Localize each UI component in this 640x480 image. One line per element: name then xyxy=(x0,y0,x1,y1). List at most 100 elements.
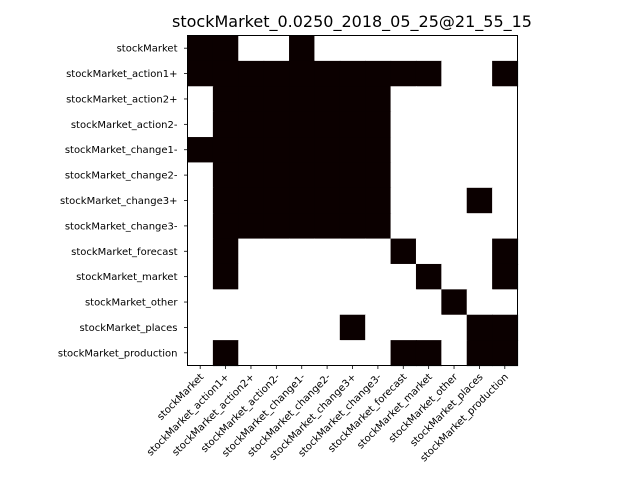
heatmap-cell xyxy=(314,213,341,240)
heatmap-cell xyxy=(289,137,316,164)
heatmap-cell xyxy=(415,238,442,265)
heatmap-cell xyxy=(441,162,468,189)
heatmap-cell xyxy=(365,213,392,240)
heatmap-cell xyxy=(466,213,493,240)
heatmap-cells xyxy=(187,35,519,367)
heatmap-cell xyxy=(390,213,417,240)
heatmap-cell xyxy=(289,213,316,240)
heatmap-cell xyxy=(263,35,290,62)
heatmap-cell xyxy=(187,162,214,189)
heatmap-cell xyxy=(314,263,341,290)
heatmap-cell xyxy=(314,60,341,87)
heatmap-cell xyxy=(187,86,214,113)
heatmap-cell xyxy=(390,340,417,367)
heatmap-cell xyxy=(492,111,519,138)
y-tick-label: stockMarket_places xyxy=(79,323,177,334)
heatmap-cell xyxy=(187,187,214,214)
heatmap-cell xyxy=(289,289,316,316)
heatmap-cell xyxy=(365,187,392,214)
heatmap-cell xyxy=(415,60,442,87)
heatmap-cell xyxy=(187,263,214,290)
heatmap-cell xyxy=(289,187,316,214)
heatmap-cell xyxy=(492,137,519,164)
heatmap-cell xyxy=(314,35,341,62)
y-tick-label: stockMarket_change2- xyxy=(65,171,178,182)
heatmap-cell xyxy=(289,263,316,290)
heatmap-cell xyxy=(263,238,290,265)
heatmap-cell xyxy=(390,187,417,214)
heatmap-cell xyxy=(492,162,519,189)
heatmap-cell xyxy=(365,162,392,189)
heatmap-cell xyxy=(238,86,265,113)
heatmap-cell xyxy=(466,340,493,367)
y-tick-label: stockMarket_production xyxy=(58,348,178,359)
heatmap-cell xyxy=(314,137,341,164)
heatmap-cell xyxy=(492,213,519,240)
heatmap-cell xyxy=(415,162,442,189)
heatmap-cell xyxy=(466,238,493,265)
heatmap-cell xyxy=(390,137,417,164)
heatmap-cell xyxy=(238,60,265,87)
heatmap-cell xyxy=(212,162,239,189)
heatmap-cell xyxy=(441,238,468,265)
heatmap-cell xyxy=(212,289,239,316)
heatmap-cell xyxy=(212,314,239,341)
heatmap-cell xyxy=(492,86,519,113)
heatmap-cell xyxy=(263,289,290,316)
heatmap-cell xyxy=(492,263,519,290)
heatmap-cell xyxy=(314,187,341,214)
heatmap-cell xyxy=(466,86,493,113)
heatmap-cell xyxy=(263,340,290,367)
heatmap-cell xyxy=(390,111,417,138)
heatmap-cell xyxy=(263,60,290,87)
heatmap-cell xyxy=(390,238,417,265)
heatmap-cell xyxy=(415,213,442,240)
heatmap-cell xyxy=(314,340,341,367)
heatmap-cell xyxy=(390,314,417,341)
heatmap-cell xyxy=(466,263,493,290)
heatmap-cell xyxy=(212,187,239,214)
heatmap-cell xyxy=(238,111,265,138)
heatmap-cell xyxy=(263,162,290,189)
heatmap-cell xyxy=(238,340,265,367)
heatmap-cell xyxy=(339,314,366,341)
heatmap-cell xyxy=(415,314,442,341)
heatmap-cell xyxy=(390,263,417,290)
heatmap-cell xyxy=(365,86,392,113)
heatmap-cell xyxy=(466,137,493,164)
heatmap-cell xyxy=(289,35,316,62)
heatmap-cell xyxy=(441,35,468,62)
heatmap-cell xyxy=(238,35,265,62)
heatmap-cell xyxy=(441,187,468,214)
y-tick-label: stockMarket_market xyxy=(76,272,177,283)
y-tick-label: stockMarket xyxy=(117,44,178,55)
heatmap-cell xyxy=(263,86,290,113)
heatmap-cell xyxy=(466,35,493,62)
heatmap-cell xyxy=(390,162,417,189)
y-axis-ticks: stockMarket stockMarket_action1+ stockMark… xyxy=(58,44,188,359)
heatmap-cell xyxy=(339,60,366,87)
heatmap-cell xyxy=(466,162,493,189)
heatmap-cell xyxy=(492,238,519,265)
heatmap-cell xyxy=(212,238,239,265)
heatmap-cell xyxy=(492,35,519,62)
heatmap-cell xyxy=(390,35,417,62)
heatmap-cell xyxy=(339,340,366,367)
heatmap-cell xyxy=(212,263,239,290)
heatmap-cell xyxy=(212,111,239,138)
heatmap-cell xyxy=(415,86,442,113)
heatmap-cell xyxy=(212,340,239,367)
heatmap-cell xyxy=(238,314,265,341)
heatmap-cell xyxy=(314,238,341,265)
heatmap-cell xyxy=(263,111,290,138)
y-tick-label: stockMarket_forecast xyxy=(71,247,177,258)
heatmap-cell xyxy=(365,314,392,341)
y-tick-label: stockMarket_change3+ xyxy=(60,196,177,207)
heatmap-cell xyxy=(492,187,519,214)
heatmap-cell xyxy=(187,289,214,316)
heatmap-cell xyxy=(441,111,468,138)
heatmap-cell xyxy=(441,340,468,367)
heatmap-cell xyxy=(238,289,265,316)
heatmap-cell xyxy=(212,213,239,240)
